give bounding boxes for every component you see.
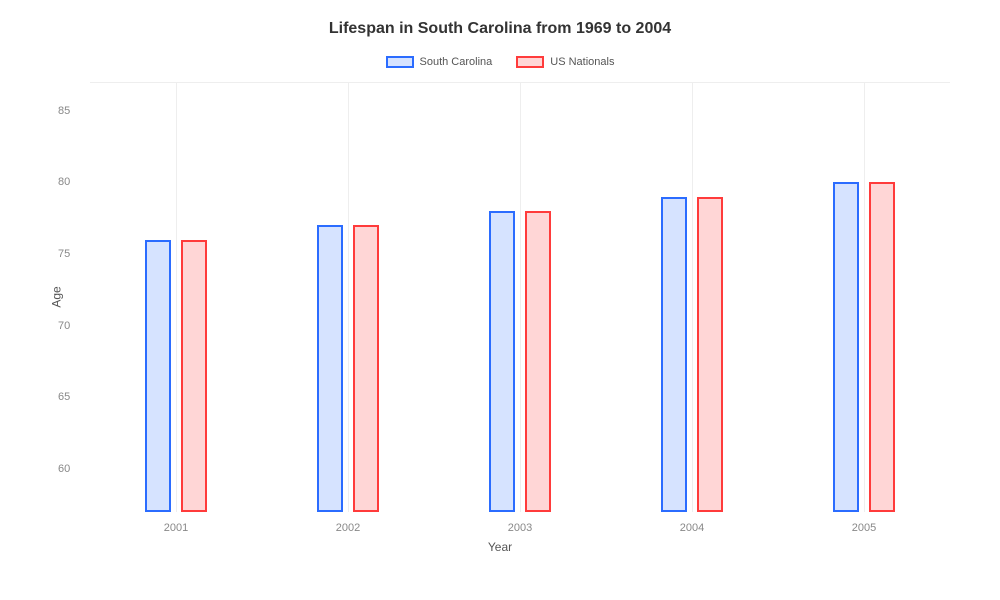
bar-us-nationals-2002 [353,225,379,512]
y-axis-label: Age [50,286,64,307]
bar-us-nationals-2004 [697,197,723,512]
bar-south-carolina-2005 [833,182,859,512]
x-tick-label: 2002 [336,522,360,534]
grid-vertical [348,83,349,512]
chart-container: Lifespan in South Carolina from 1969 to … [0,0,1000,600]
x-tick-label: 2004 [680,522,704,534]
x-tick-label: 2001 [164,522,188,534]
x-axis-label: Year [40,540,960,554]
legend-swatch-0 [386,56,414,68]
grid-vertical [864,83,865,512]
grid-vertical [176,83,177,512]
x-tick-label: 2005 [852,522,876,534]
grid-vertical [692,83,693,512]
bar-us-nationals-2005 [869,182,895,512]
bar-us-nationals-2001 [181,240,207,512]
y-tick-label: 75 [58,248,70,260]
legend: South Carolina US Nationals [40,56,960,68]
bar-south-carolina-2002 [317,225,343,512]
grid-vertical [520,83,521,512]
y-tick-label: 65 [58,391,70,403]
grid [90,82,950,512]
plot-area: Age 20012002200320042005606570758085 [90,82,950,512]
chart-title: Lifespan in South Carolina from 1969 to … [40,20,960,38]
bar-us-nationals-2003 [525,211,551,512]
legend-label-0: South Carolina [420,56,493,68]
x-tick-label: 2003 [508,522,532,534]
legend-swatch-1 [516,56,544,68]
y-tick-label: 85 [58,105,70,117]
legend-label-1: US Nationals [550,56,614,68]
y-tick-label: 60 [58,463,70,475]
bar-south-carolina-2001 [145,240,171,512]
y-tick-label: 70 [58,320,70,332]
bar-south-carolina-2003 [489,211,515,512]
y-tick-label: 80 [58,176,70,188]
legend-item-1: US Nationals [516,56,614,68]
bar-south-carolina-2004 [661,197,687,512]
legend-item-0: South Carolina [386,56,493,68]
